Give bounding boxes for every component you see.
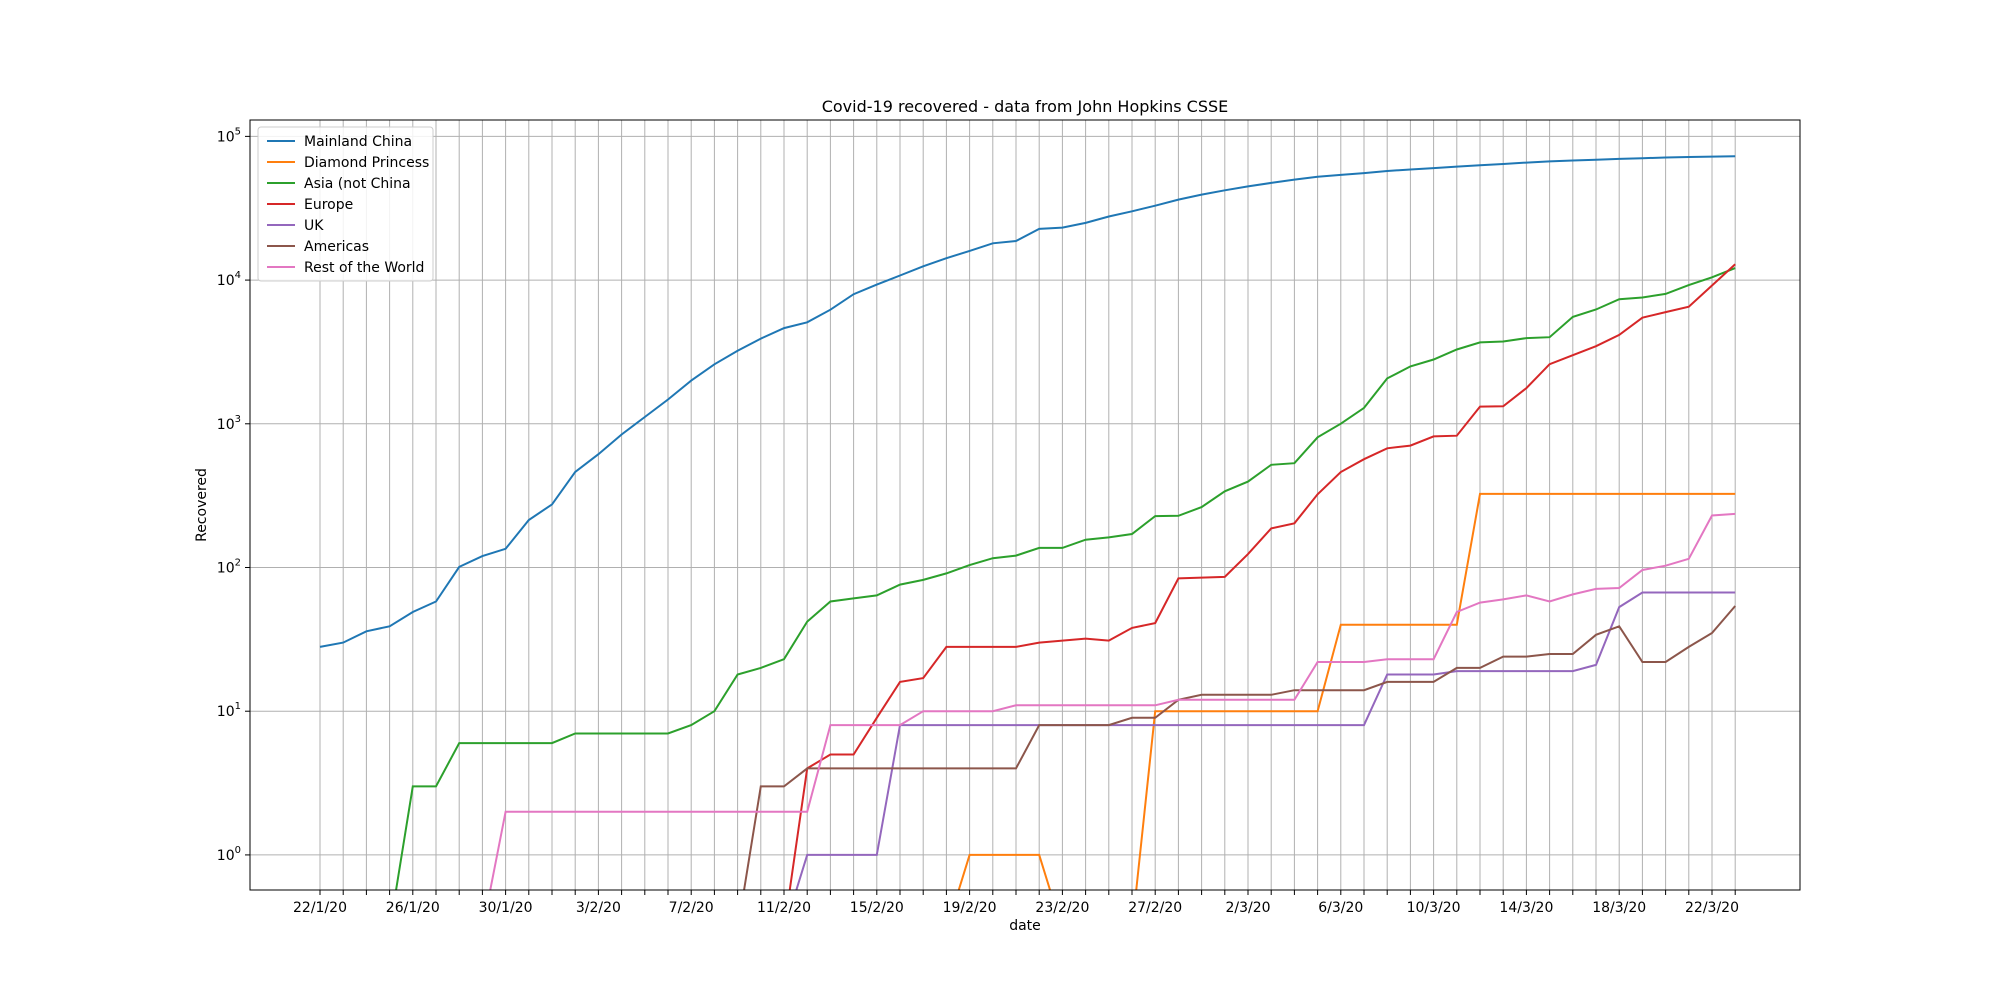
legend-label: Diamond Princess <box>304 155 429 171</box>
series-line-europe <box>788 263 1736 890</box>
legend-label: Rest of the World <box>304 260 424 276</box>
x-tick-label: 22/1/20 <box>293 900 347 916</box>
y-axis-label: Recovered <box>194 468 210 542</box>
x-tick-label: 7/2/20 <box>669 900 714 916</box>
y-axis-ticks: 100 101 102 103 104 105 <box>217 126 250 864</box>
x-tick-label: 15/2/20 <box>850 900 904 916</box>
y-tick-label: 105 <box>217 126 241 145</box>
x-tick-label: 19/2/20 <box>943 900 997 916</box>
legend-label: Asia (not China <box>304 176 411 192</box>
series-line-diamond-princess <box>957 492 1736 890</box>
y-tick-label: 102 <box>217 558 241 577</box>
x-tick-label: 22/3/20 <box>1685 900 1739 916</box>
plot-area <box>250 120 1800 890</box>
x-axis-label: date <box>1009 918 1041 934</box>
x-tick-label: 11/2/20 <box>757 900 811 916</box>
x-tick-label: 27/2/20 <box>1128 900 1182 916</box>
series-line-rest-of-the-world <box>489 512 1736 890</box>
x-tick-label: 10/3/20 <box>1407 900 1461 916</box>
x-tick-label: 6/3/20 <box>1318 900 1363 916</box>
legend-label: UK <box>304 218 324 234</box>
series-line-americas <box>743 605 1736 890</box>
series-line-uk <box>795 591 1736 890</box>
y-tick-label: 104 <box>217 270 241 289</box>
plot-frame <box>249 119 1801 891</box>
x-tick-label: 23/2/20 <box>1035 900 1089 916</box>
y-tick-label: 103 <box>217 414 241 433</box>
legend-box <box>257 126 434 282</box>
series-lines <box>319 155 1736 890</box>
y-tick-label: 100 <box>217 845 241 864</box>
series-line-asia-not-china <box>395 267 1736 890</box>
x-tick-label: 14/3/20 <box>1499 900 1553 916</box>
y-tick-label: 101 <box>217 701 241 720</box>
x-tick-label: 18/3/20 <box>1592 900 1646 916</box>
x-axis-ticks: 22/1/20 26/1/20 30/1/20 3/2/20 7/2/20 11/2/20… <box>293 890 1739 916</box>
grid-lines <box>250 120 1800 890</box>
x-tick-label: 26/1/20 <box>386 900 440 916</box>
series-line-mainland-china <box>319 155 1736 648</box>
legend-label: Europe <box>304 197 353 213</box>
x-tick-label: 3/2/20 <box>576 900 621 916</box>
legend-label: Americas <box>304 239 369 255</box>
legend-label: Mainland China <box>304 134 412 150</box>
legend: Mainland China Diamond Princess Asia (not … <box>257 126 434 282</box>
chart-title: Covid-19 recovered - data from John Hopk… <box>822 97 1229 116</box>
x-tick-label: 30/1/20 <box>479 900 533 916</box>
x-tick-label: 2/3/20 <box>1225 900 1270 916</box>
